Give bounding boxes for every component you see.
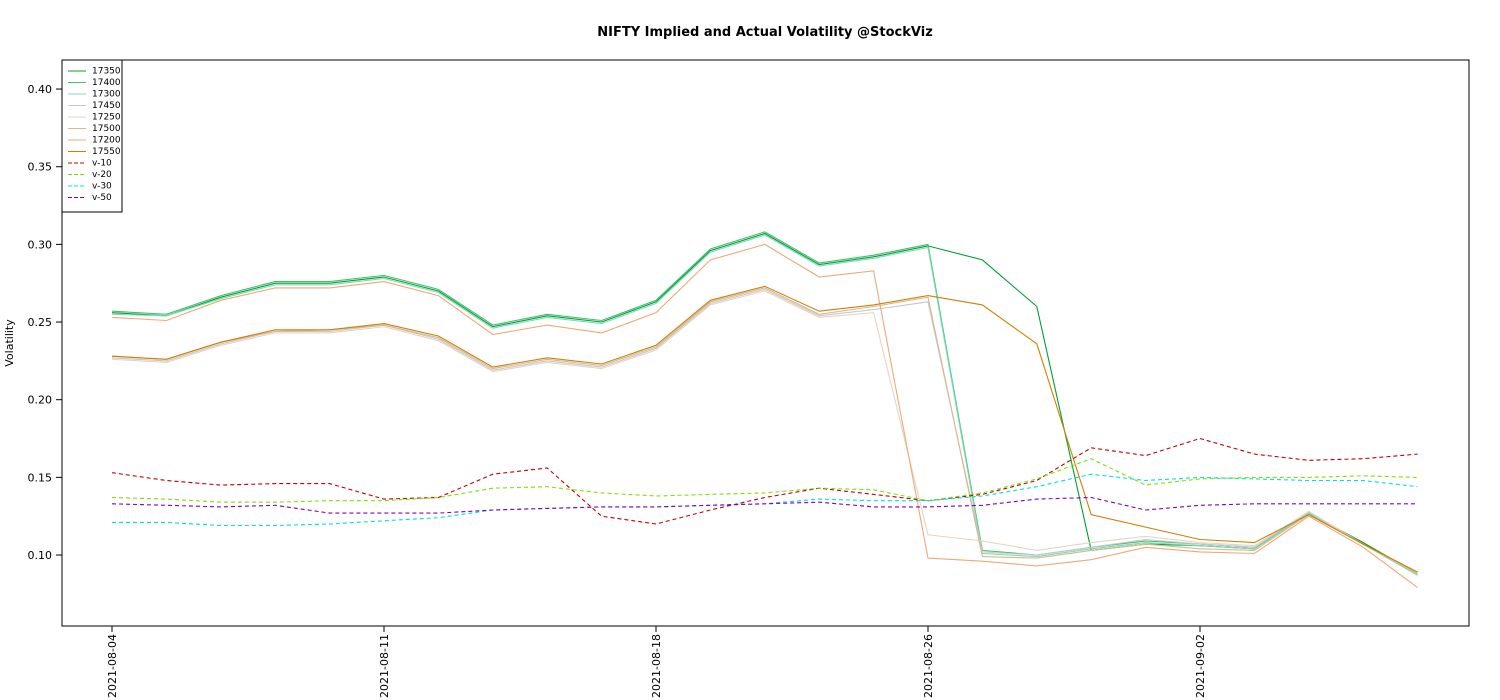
- x-tick-label: 2021-08-04: [106, 634, 119, 698]
- y-tick-label: 0.15: [28, 471, 53, 484]
- legend-label: 17200: [92, 136, 121, 146]
- x-tick-label: 2021-08-26: [922, 634, 935, 698]
- y-tick-label: 0.25: [28, 316, 53, 329]
- chart-title: NIFTY Implied and Actual Volatility @Sto…: [597, 25, 933, 40]
- legend-box: [61, 59, 123, 213]
- y-tick-label: 0.10: [28, 549, 53, 562]
- series-line: [111, 285, 1418, 573]
- y-axis-label: Volatility: [3, 319, 16, 367]
- x-tick-label: 2021-08-18: [650, 634, 663, 698]
- y-tick-label: 0.35: [28, 161, 53, 174]
- y-tick-label: 0.20: [28, 394, 53, 407]
- legend-label: 17400: [92, 78, 121, 88]
- legend-label: 17300: [92, 90, 121, 100]
- series-line: [111, 496, 1418, 514]
- series-line: [111, 287, 1418, 575]
- series-line: [112, 473, 1418, 527]
- legend-label: 17250: [92, 113, 121, 123]
- series-line: [111, 290, 1418, 575]
- series-line: [111, 288, 1418, 575]
- y-tick-label: 0.40: [28, 83, 53, 96]
- x-tick-label: 2021-08-11: [378, 634, 391, 698]
- legend-label: v-30: [92, 182, 112, 192]
- legend-label: 17550: [92, 147, 121, 157]
- legend-label: v-20: [92, 170, 112, 180]
- legend-label: 17350: [92, 67, 121, 77]
- series-line: [111, 437, 1418, 525]
- series-line: [111, 458, 1418, 503]
- series-line: [111, 243, 1418, 589]
- plot-frame: [61, 59, 1470, 627]
- legend-label: 17450: [92, 101, 121, 111]
- series-line: [111, 234, 1418, 576]
- y-tick-label: 0.30: [28, 238, 53, 251]
- legend-label: v-50: [92, 193, 112, 203]
- legend-label: 17500: [92, 124, 121, 134]
- legend-label: v-10: [92, 159, 112, 169]
- x-tick-label: 2021-09-02: [1194, 634, 1207, 698]
